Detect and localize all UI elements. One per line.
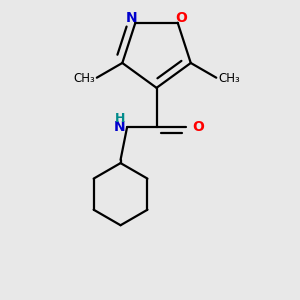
Text: CH₃: CH₃: [74, 72, 95, 85]
Text: N: N: [114, 120, 125, 134]
Text: N: N: [126, 11, 137, 25]
Text: H: H: [115, 112, 125, 125]
Text: CH₃: CH₃: [218, 72, 240, 85]
Text: O: O: [176, 11, 188, 25]
Text: O: O: [192, 120, 204, 134]
